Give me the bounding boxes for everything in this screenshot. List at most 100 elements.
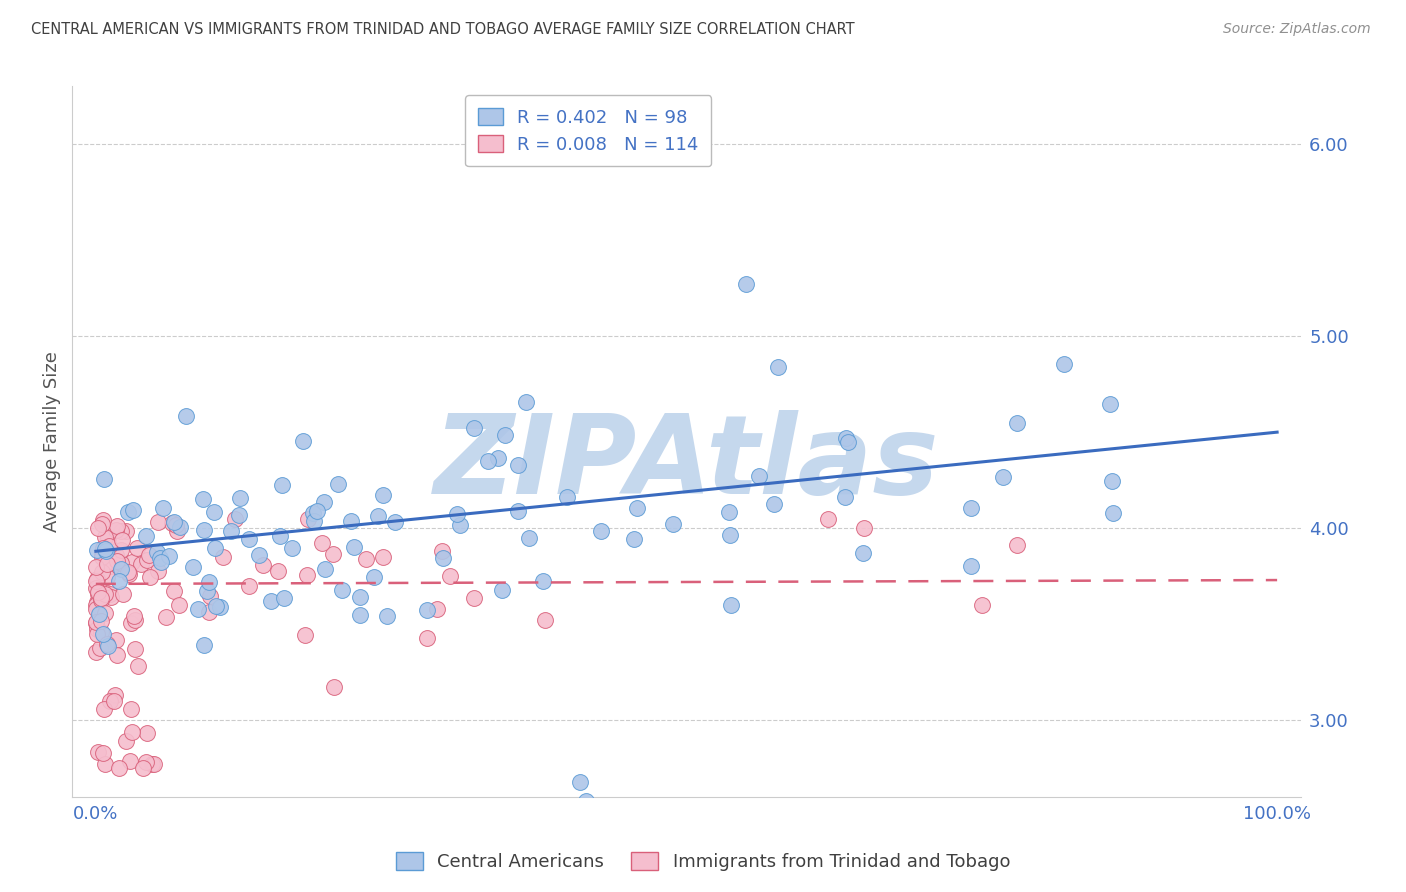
Point [103, 694, 125, 708]
Point [104, 548, 127, 562]
Point [371, 550, 394, 565]
Point [260, 593, 283, 607]
Point [340, 515, 363, 529]
Point [494, 428, 516, 442]
Point [208, 599, 231, 614]
Point [94, 530, 117, 544]
Point [766, 360, 789, 375]
Point [491, 582, 513, 597]
Point [89, 640, 111, 655]
Point [150, 555, 173, 569]
Point [91, 547, 114, 561]
Point [127, 541, 149, 555]
Point [384, 515, 406, 529]
Point [87, 587, 110, 601]
Point [120, 702, 142, 716]
Point [557, 490, 579, 504]
Point [135, 755, 157, 769]
Point [121, 724, 143, 739]
Point [269, 528, 291, 542]
Point [90, 591, 112, 606]
Point [960, 558, 983, 573]
Point [311, 536, 333, 550]
Legend: Central Americans, Immigrants from Trinidad and Tobago: Central Americans, Immigrants from Trini… [388, 846, 1018, 879]
Point [104, 633, 127, 648]
Point [221, 524, 243, 539]
Point [301, 506, 323, 520]
Point [187, 601, 209, 615]
Point [118, 754, 141, 768]
Point [238, 532, 260, 546]
Point [212, 550, 235, 565]
Point [96, 558, 118, 572]
Point [762, 498, 785, 512]
Point [110, 524, 132, 539]
Point [191, 491, 214, 506]
Point [363, 570, 385, 584]
Point [93, 606, 115, 620]
Point [86, 542, 108, 557]
Point [281, 541, 304, 555]
Point [1098, 397, 1121, 411]
Point [294, 628, 316, 642]
Point [84, 615, 107, 630]
Point [84, 615, 107, 629]
Point [148, 515, 170, 529]
Point [852, 521, 875, 535]
Point [837, 435, 859, 450]
Point [328, 477, 350, 491]
Point [486, 450, 509, 465]
Point [124, 641, 146, 656]
Point [105, 648, 128, 663]
Point [228, 491, 250, 505]
Point [991, 470, 1014, 484]
Point [97, 531, 120, 545]
Point [127, 659, 149, 673]
Point [110, 533, 132, 548]
Point [415, 632, 437, 646]
Point [321, 547, 343, 561]
Point [90, 614, 112, 628]
Point [117, 505, 139, 519]
Point [224, 511, 246, 525]
Point [98, 554, 121, 568]
Point [506, 504, 529, 518]
Point [86, 622, 108, 636]
Point [115, 524, 138, 538]
Point [98, 539, 121, 553]
Point [367, 509, 389, 524]
Point [349, 607, 371, 622]
Point [124, 608, 146, 623]
Text: ZIPAtlas: ZIPAtlas [433, 409, 939, 516]
Point [105, 519, 128, 533]
Point [416, 603, 439, 617]
Point [273, 591, 295, 606]
Point [307, 504, 329, 518]
Point [297, 511, 319, 525]
Point [84, 581, 107, 595]
Point [86, 627, 108, 641]
Point [98, 694, 121, 708]
Point [1005, 538, 1028, 552]
Point [354, 551, 377, 566]
Point [94, 757, 117, 772]
Point [90, 593, 112, 607]
Point [110, 556, 132, 570]
Point [167, 598, 190, 612]
Point [463, 591, 485, 606]
Point [169, 520, 191, 534]
Point [87, 745, 110, 759]
Point [322, 680, 344, 694]
Point [817, 511, 839, 525]
Point [86, 595, 108, 609]
Text: Source: ZipAtlas.com: Source: ZipAtlas.com [1223, 22, 1371, 37]
Point [157, 549, 180, 564]
Point [463, 421, 485, 435]
Point [160, 516, 183, 530]
Point [718, 505, 741, 519]
Point [84, 598, 107, 612]
Point [149, 550, 172, 565]
Point [121, 615, 143, 630]
Point [86, 521, 108, 535]
Point [312, 494, 335, 508]
